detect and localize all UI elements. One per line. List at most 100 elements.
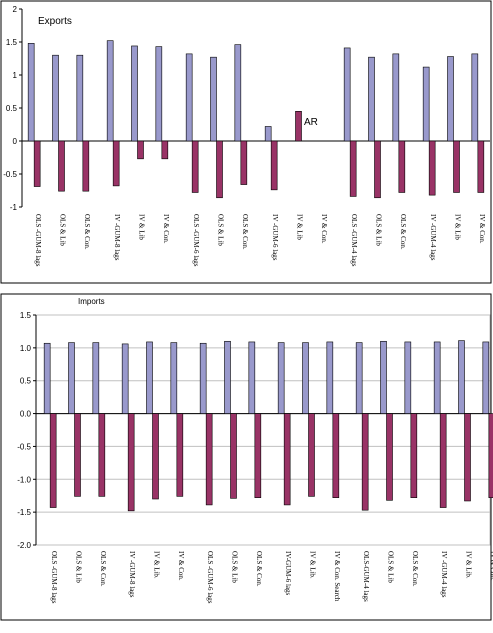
bar-series-1 bbox=[277, 342, 285, 414]
x-category-label: OLS & Lib bbox=[375, 214, 383, 246]
bar-series-1 bbox=[482, 341, 490, 414]
bar-series-1 bbox=[68, 342, 75, 414]
bar-series-1 bbox=[43, 342, 51, 414]
bar-series-2 bbox=[82, 140, 90, 192]
x-category-label: OLS -GUM-6 lags bbox=[192, 214, 200, 267]
bar-series-2 bbox=[410, 413, 418, 498]
bar-series-2 bbox=[98, 413, 106, 497]
y-tick-label: -1 bbox=[10, 203, 18, 212]
bar-series-1 bbox=[248, 341, 256, 414]
bar-series-1 bbox=[185, 53, 193, 142]
x-category-label: OLS & Con. bbox=[399, 214, 407, 250]
bar-series-2 bbox=[230, 413, 237, 499]
x-category-label: IV & Con. bbox=[162, 214, 170, 244]
bar-series-1 bbox=[224, 340, 231, 414]
bar-series-2 bbox=[205, 413, 213, 506]
bar-series-2 bbox=[33, 140, 41, 187]
exports-chart-panel: -1 -0.5 0 0.5 1 1.5 2 OLS -GUM-8 lags OLS & Lib O… bbox=[0, 0, 493, 285]
bar-series-1 bbox=[471, 53, 479, 142]
x-category-label: IV -GUM-8 lags bbox=[128, 551, 136, 598]
y-tick-label: 0.0 bbox=[20, 410, 32, 419]
x-category-label: IV & Con. Search bbox=[333, 551, 341, 602]
x-category-label: IV -GUM-4 lags bbox=[429, 214, 437, 261]
bar-series-1 bbox=[422, 66, 430, 142]
y-tick-label: 2 bbox=[13, 5, 18, 14]
y-tick-label: 1 bbox=[13, 71, 18, 80]
x-category-label: OLS & Lib bbox=[231, 551, 239, 583]
bar-series-2 bbox=[191, 140, 199, 193]
x-category-label: IV & Con. bbox=[478, 214, 486, 244]
x-category-label: OLS & Lib bbox=[75, 551, 83, 583]
bar-series-1 bbox=[146, 341, 153, 414]
bar-series-2 bbox=[137, 140, 144, 160]
bar-series-2 bbox=[488, 413, 493, 498]
bar-series-2 bbox=[74, 413, 81, 497]
x-category-label: OLS & Con. bbox=[411, 551, 419, 587]
bar-series-1 bbox=[404, 341, 412, 414]
bar-series-1 bbox=[106, 40, 114, 142]
bar-series-1 bbox=[343, 47, 351, 142]
x-category-label: OLS & Lib bbox=[217, 214, 225, 246]
x-category-label: OLS -GUM-8 lags bbox=[34, 214, 42, 267]
x-category-label: OLS-GUM-4 lags bbox=[362, 551, 370, 602]
bar-series-2 bbox=[295, 111, 302, 142]
x-category-label: IV -GUM-8 lags bbox=[113, 214, 121, 261]
x-category-label: OLS & Con. bbox=[241, 214, 249, 250]
exports-ar-annotation: AR bbox=[304, 117, 318, 128]
bar-series-1 bbox=[368, 56, 375, 142]
x-category-label: IV -GUM-6 lags bbox=[271, 214, 279, 261]
x-category-label: OLS & Lib bbox=[59, 214, 67, 246]
bar-series-2 bbox=[308, 413, 315, 497]
bar-series-2 bbox=[439, 413, 447, 508]
bar-series-1 bbox=[458, 340, 465, 414]
exports-chart: -1 -0.5 0 0.5 1 1.5 2 OLS -GUM-8 lags OLS & Lib O… bbox=[0, 0, 492, 284]
x-category-label: OLS & Con. bbox=[83, 214, 91, 250]
x-category-label: OLS & Lib bbox=[387, 551, 395, 583]
bar-series-1 bbox=[131, 45, 138, 142]
bar-series-1 bbox=[234, 44, 242, 142]
bar-series-1 bbox=[199, 342, 207, 414]
bar-series-1 bbox=[264, 126, 272, 142]
x-category-label: OLS -GUM-8 lags bbox=[50, 551, 58, 604]
bar-series-2 bbox=[464, 413, 471, 502]
bar-series-1 bbox=[92, 342, 100, 414]
y-tick-label: -1.0 bbox=[17, 475, 31, 484]
bar-series-2 bbox=[398, 140, 406, 193]
y-tick-label: 1.0 bbox=[20, 344, 32, 353]
x-category-label: OLS & Con. bbox=[99, 551, 107, 587]
x-category-label: IV & Lib. bbox=[465, 551, 473, 579]
bar-series-2 bbox=[254, 413, 262, 498]
imports-chart: -2.0 -1.5 -1.0 -0.5 0.0 0.5 1.0 1.5 OLS -GUM-8 l… bbox=[0, 293, 493, 621]
x-category-label: OLS -GUM-6 lags bbox=[206, 551, 214, 604]
x-category-label: IV & Lib. bbox=[309, 551, 317, 579]
x-category-label: IV & Con. bbox=[489, 551, 493, 581]
bar-series-2 bbox=[152, 413, 159, 500]
x-category-label: IV & Lib bbox=[454, 214, 462, 240]
x-category-label: IV & Lib bbox=[138, 214, 146, 240]
bar-series-2 bbox=[428, 140, 436, 196]
chart-title: Exports bbox=[38, 16, 72, 27]
bar-series-2 bbox=[386, 413, 393, 501]
bar-series-1 bbox=[355, 342, 363, 414]
bar-series-1 bbox=[170, 342, 178, 414]
bar-series-1 bbox=[210, 56, 217, 142]
x-category-label: IV -GUM-4 lags bbox=[440, 551, 448, 598]
bar-series-2 bbox=[332, 413, 340, 498]
bar-series-1 bbox=[76, 54, 84, 142]
x-category-label: IV & Con. bbox=[177, 551, 185, 581]
y-tick-label: 0.5 bbox=[6, 104, 18, 113]
bar-series-2 bbox=[283, 413, 291, 506]
x-category-label: IV-GUM-6 lags bbox=[284, 551, 292, 596]
bar-series-2 bbox=[127, 413, 135, 512]
bar-series-2 bbox=[349, 140, 357, 197]
chart-title: Imports bbox=[78, 297, 105, 306]
bar-series-2 bbox=[216, 140, 223, 199]
y-tick-label: -0.5 bbox=[3, 170, 17, 179]
x-category-label: IV & Con. bbox=[320, 214, 328, 244]
bar-series-2 bbox=[240, 140, 248, 185]
bar-series-2 bbox=[270, 140, 278, 191]
y-tick-label: -1.5 bbox=[17, 508, 31, 517]
bar-series-2 bbox=[477, 140, 485, 193]
bar-series-1 bbox=[155, 46, 163, 142]
bar-series-1 bbox=[447, 56, 454, 142]
